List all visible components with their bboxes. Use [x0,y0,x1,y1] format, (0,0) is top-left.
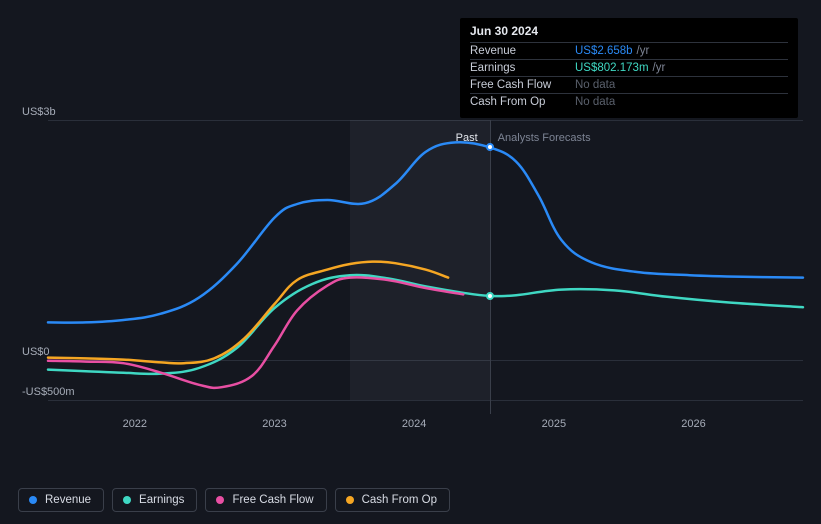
series-cfop [48,262,448,364]
marker-earnings [486,292,494,300]
legend-label: Free Cash Flow [232,494,313,506]
legend-item-revenue[interactable]: Revenue [18,488,104,512]
x-axis-label: 2024 [402,418,426,430]
tooltip-row-label: Revenue [470,45,575,57]
tooltip-row-unit: /yr [653,62,666,74]
tooltip-row-label: Cash From Op [470,96,575,108]
tooltip-row: Free Cash FlowNo data [470,76,788,93]
tooltip-title: Jun 30 2024 [470,24,788,42]
tooltip-row-unit: /yr [637,45,650,57]
tooltip-row-value: US$802.173m [575,62,649,74]
y-axis-label: US$3b [22,106,56,118]
legend-dot-icon [346,496,354,504]
series-revenue [48,142,803,322]
tooltip-row-label: Free Cash Flow [470,79,575,91]
x-axis-label: 2022 [123,418,147,430]
series-earnings [48,275,803,374]
tooltip-row-value: No data [575,96,615,108]
tooltip-row-value: US$2.658b [575,45,633,57]
x-axis-label: 2023 [262,418,286,430]
tooltip-row: Cash From OpNo data [470,93,788,110]
x-axis-label: 2025 [542,418,566,430]
chart-tooltip: Jun 30 2024 RevenueUS$2.658b/yrEarningsU… [460,18,798,118]
chart-legend: Revenue Earnings Free Cash Flow Cash From O… [18,488,450,512]
tooltip-row: EarningsUS$802.173m/yr [470,59,788,76]
tooltip-row: RevenueUS$2.658b/yr [470,42,788,59]
legend-label: Revenue [45,494,91,506]
legend-label: Earnings [139,494,184,506]
legend-item-fcf[interactable]: Free Cash Flow [205,488,326,512]
x-axis-label: 2026 [681,418,705,430]
tooltip-row-label: Earnings [470,62,575,74]
legend-item-earnings[interactable]: Earnings [112,488,197,512]
legend-item-cfop[interactable]: Cash From Op [335,488,450,512]
y-axis-label: -US$500m [22,386,75,398]
marker-revenue [486,143,494,151]
legend-label: Cash From Op [362,494,437,506]
legend-dot-icon [123,496,131,504]
legend-dot-icon [29,496,37,504]
tooltip-row-value: No data [575,79,615,91]
legend-dot-icon [216,496,224,504]
y-axis-label: US$0 [22,346,50,358]
